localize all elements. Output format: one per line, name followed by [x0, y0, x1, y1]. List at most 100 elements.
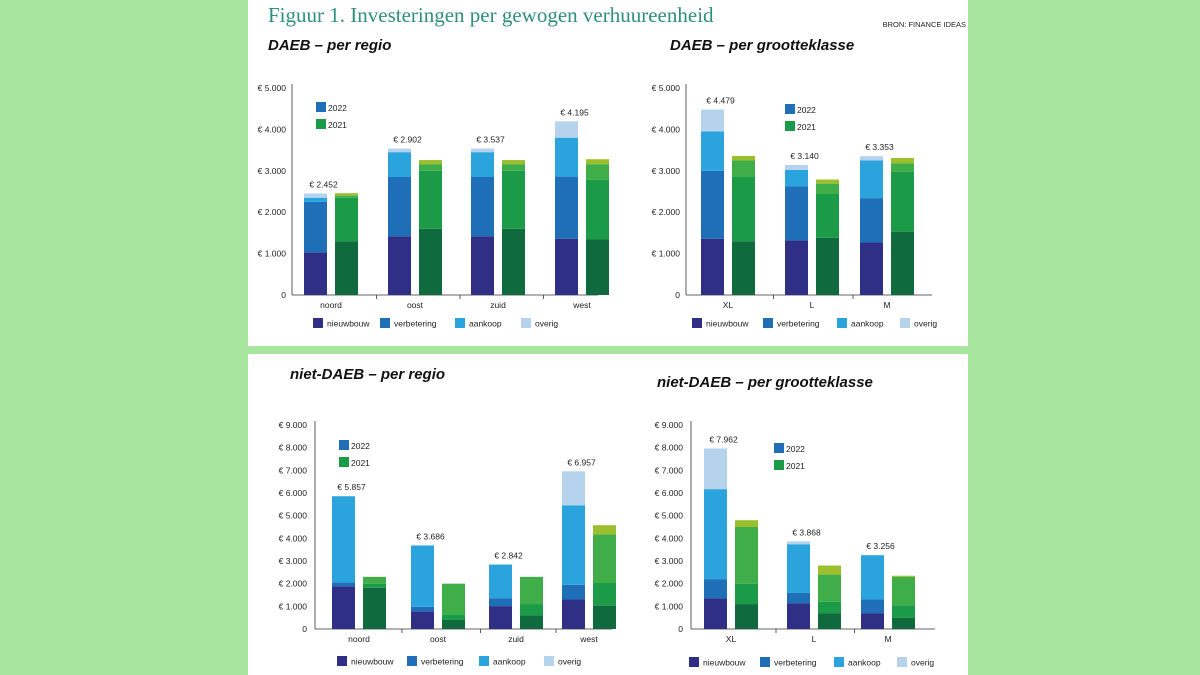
bar-segment-2021-aankoop	[735, 527, 758, 584]
legend-swatch-2022	[316, 102, 326, 112]
y-tick-label: € 2.000	[279, 579, 308, 589]
legend-label-nieuwbouw: nieuwbouw	[351, 657, 394, 667]
bar-segment-2022-nieuwbouw	[562, 599, 585, 629]
legend-label-overig: overig	[911, 658, 934, 668]
bar-segment-2021-verbetering	[891, 171, 914, 232]
bar-segment-2021-overig	[818, 565, 841, 575]
category-label: west	[579, 634, 598, 644]
category-label: oost	[407, 300, 424, 310]
category-label: oost	[430, 634, 447, 644]
bar-segment-2021-aankoop	[520, 576, 543, 605]
category-label: zuid	[508, 634, 524, 644]
bar-total-label: € 2.842	[494, 551, 523, 561]
source-label: BRON: FINANCE IDEAS	[882, 20, 966, 29]
bar-total-label: € 4.479	[706, 96, 735, 106]
legend-label-2022: 2022	[328, 103, 347, 113]
bar-segment-2021-nieuwbouw	[363, 587, 386, 629]
bar-segment-2021-nieuwbouw	[442, 619, 465, 629]
legend-swatch-verbetering	[760, 657, 770, 667]
bar-segment-2021-aankoop	[892, 576, 915, 606]
bar-segment-2022-nieuwbouw	[304, 252, 327, 295]
y-tick-label: 0	[675, 290, 680, 300]
y-tick-label: € 9.000	[655, 420, 684, 430]
legend-swatch-nieuwbouw	[313, 318, 323, 328]
bar-segment-2021-aankoop	[586, 164, 609, 180]
legend-label-2022: 2022	[786, 444, 805, 454]
bar-segment-2021-verbetering	[502, 170, 525, 229]
legend-label-overig: overig	[914, 319, 937, 329]
bar-total-label: € 3.868	[792, 527, 821, 537]
bar-total-label: € 2.452	[309, 179, 338, 189]
bar-total-label: € 3.686	[416, 531, 445, 541]
y-tick-label: 0	[678, 624, 683, 634]
legend-swatch-nieuwbouw	[689, 657, 699, 667]
bar-segment-2021-verbetering	[732, 177, 755, 242]
bar-total-label: € 7.962	[709, 435, 738, 445]
bar-segment-2021-aankoop	[363, 576, 386, 584]
legend-swatch-2021	[774, 460, 784, 470]
y-tick-label: € 4.000	[279, 533, 308, 543]
bar-total-label: € 4.195	[560, 107, 589, 117]
bar-segment-2021-aankoop	[818, 574, 841, 602]
bar-segment-2022-verbetering	[388, 177, 411, 237]
legend-swatch-2022	[774, 443, 784, 453]
bar-segment-2021-overig	[593, 525, 616, 535]
category-label: L	[812, 634, 817, 644]
bar-segment-2021-nieuwbouw	[816, 237, 839, 295]
legend-swatch-verbetering	[380, 318, 390, 328]
legend-label-nieuwbouw: nieuwbouw	[327, 319, 370, 329]
bar-total-label: € 3.140	[790, 151, 819, 161]
bar-total-label: € 5.857	[337, 482, 366, 492]
bar-segment-2021-nieuwbouw	[892, 617, 915, 629]
bar-segment-2022-aankoop	[787, 544, 810, 593]
bar-segment-2022-aankoop	[304, 197, 327, 202]
category-label: noord	[348, 634, 370, 644]
legend-label-verbetering: verbetering	[421, 657, 464, 667]
y-tick-label: € 5.000	[652, 83, 681, 93]
bar-segment-2022-nieuwbouw	[332, 586, 355, 629]
category-label: XL	[723, 300, 734, 310]
bar-segment-2022-verbetering	[860, 198, 883, 243]
y-tick-label: € 3.000	[279, 556, 308, 566]
y-tick-label: € 8.000	[655, 443, 684, 453]
legend-swatch-overig	[544, 656, 554, 666]
bar-segment-2022-overig	[555, 121, 578, 138]
bar-segment-2021-nieuwbouw	[419, 228, 442, 295]
y-tick-label: € 1.000	[652, 249, 681, 259]
bar-segment-2022-nieuwbouw	[411, 611, 434, 629]
bar-segment-2021-overig	[732, 155, 755, 161]
bar-segment-2022-overig	[860, 156, 883, 161]
bar-segment-2021-nieuwbouw	[520, 615, 543, 629]
bar-segment-2021-overig	[586, 159, 609, 165]
category-label: L	[810, 300, 815, 310]
bar-segment-2021-verbetering	[593, 582, 616, 606]
bar-segment-2022-nieuwbouw	[704, 598, 727, 629]
bar-segment-2022-nieuwbouw	[471, 236, 494, 295]
bar-segment-2022-aankoop	[332, 496, 355, 583]
bar-segment-2022-verbetering	[471, 177, 494, 237]
bar-total-label: € 2.902	[393, 135, 422, 145]
bar-segment-2021-verbetering	[816, 193, 839, 238]
y-tick-label: € 4.000	[258, 124, 287, 134]
chart-title-nietdaeb-grootteklasse: niet-DAEB – per grootteklasse	[657, 374, 873, 391]
category-label: zuid	[490, 300, 506, 310]
y-tick-label: € 5.000	[655, 511, 684, 521]
bar-total-label: € 3.353	[865, 142, 894, 152]
bar-segment-2021-verbetering	[363, 583, 386, 588]
y-tick-label: € 6.000	[655, 488, 684, 498]
bar-total-label: € 3.537	[476, 135, 505, 145]
bar-segment-2021-aankoop	[335, 195, 358, 198]
category-label: west	[572, 300, 591, 310]
bar-segment-2021-nieuwbouw	[818, 613, 841, 629]
y-tick-label: € 7.000	[279, 465, 308, 475]
bar-segment-2022-verbetering	[332, 582, 355, 587]
bar-segment-2022-nieuwbouw	[787, 603, 810, 629]
bar-segment-2022-verbetering	[785, 186, 808, 241]
bar-segment-2022-aankoop	[562, 505, 585, 585]
legend-label-verbetering: verbetering	[774, 658, 817, 668]
y-tick-label: € 3.000	[655, 556, 684, 566]
bar-segment-2022-overig	[704, 448, 727, 490]
category-label: XL	[726, 634, 737, 644]
legend-swatch-nieuwbouw	[692, 318, 702, 328]
bar-segment-2022-aankoop	[555, 137, 578, 177]
